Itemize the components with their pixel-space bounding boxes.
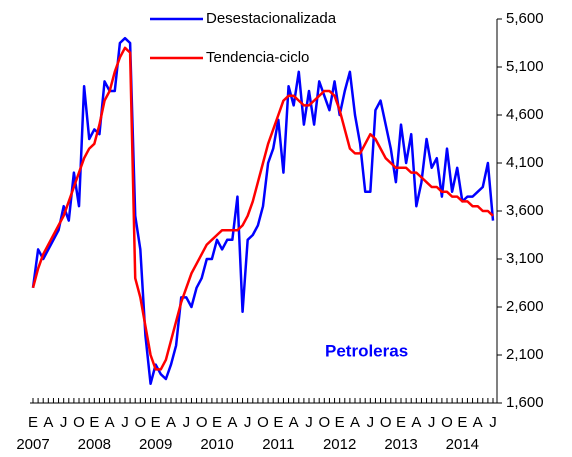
- x-tick-label: O: [257, 414, 269, 431]
- x-tick-label: O: [318, 414, 330, 431]
- x-tick-label: A: [105, 414, 115, 431]
- x-tick-label: E: [89, 414, 99, 431]
- x-tick-label: J: [244, 414, 252, 431]
- x-tick-label: O: [380, 414, 392, 431]
- x-tick-label: A: [43, 414, 53, 431]
- y-tick-label: 4,600: [506, 106, 544, 123]
- x-tick-label: E: [151, 414, 161, 431]
- x-tick-label: E: [396, 414, 406, 431]
- x-tick-label: A: [166, 414, 176, 431]
- x-tick-label: J: [305, 414, 313, 431]
- x-tick-label: J: [183, 414, 191, 431]
- year-label: 2013: [384, 436, 417, 453]
- x-tick-label: J: [60, 414, 68, 431]
- x-tick-label: E: [273, 414, 283, 431]
- year-label: 2008: [78, 436, 111, 453]
- x-tick-label: A: [350, 414, 360, 431]
- x-tick-label: O: [441, 414, 453, 431]
- y-tick-label: 3,100: [506, 250, 544, 267]
- x-tick-label: A: [289, 414, 299, 431]
- legend-label: Desestacionalizada: [206, 10, 337, 27]
- x-tick-label: O: [73, 414, 85, 431]
- year-label: 2007: [16, 436, 49, 453]
- x-tick-label: E: [28, 414, 38, 431]
- year-label: 2009: [139, 436, 172, 453]
- x-tick-label: E: [457, 414, 467, 431]
- x-tick-label: O: [196, 414, 208, 431]
- x-tick-label: J: [367, 414, 375, 431]
- series-line: [31, 46, 494, 371]
- y-tick-label: 2,600: [506, 298, 544, 315]
- y-tick-label: 1,600: [506, 394, 544, 411]
- y-tick-label: 2,100: [506, 346, 544, 363]
- x-tick-label: A: [227, 414, 237, 431]
- year-label: 2010: [200, 436, 233, 453]
- x-tick-label: A: [473, 414, 483, 431]
- y-tick-label: 4,100: [506, 154, 544, 171]
- series-line: [31, 36, 495, 386]
- x-tick-label: J: [428, 414, 436, 431]
- year-label: 2011: [262, 436, 294, 453]
- y-tick-label: 3,600: [506, 202, 544, 219]
- x-tick-label: O: [134, 414, 146, 431]
- year-label: 2014: [446, 436, 479, 453]
- annotation: Petroleras: [325, 341, 408, 360]
- x-tick-label: J: [121, 414, 129, 431]
- x-tick-label: J: [489, 414, 497, 431]
- y-tick-label: 5,100: [506, 58, 544, 75]
- year-label: 2012: [323, 436, 356, 453]
- y-tick-label: 5,600: [506, 10, 544, 27]
- x-tick-label: E: [335, 414, 345, 431]
- x-tick-label: E: [212, 414, 222, 431]
- legend-label: Tendencia-ciclo: [206, 49, 309, 66]
- x-tick-label: A: [411, 414, 421, 431]
